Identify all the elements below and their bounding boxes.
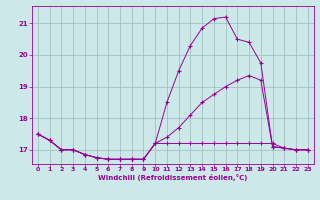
X-axis label: Windchill (Refroidissement éolien,°C): Windchill (Refroidissement éolien,°C) (98, 174, 247, 181)
